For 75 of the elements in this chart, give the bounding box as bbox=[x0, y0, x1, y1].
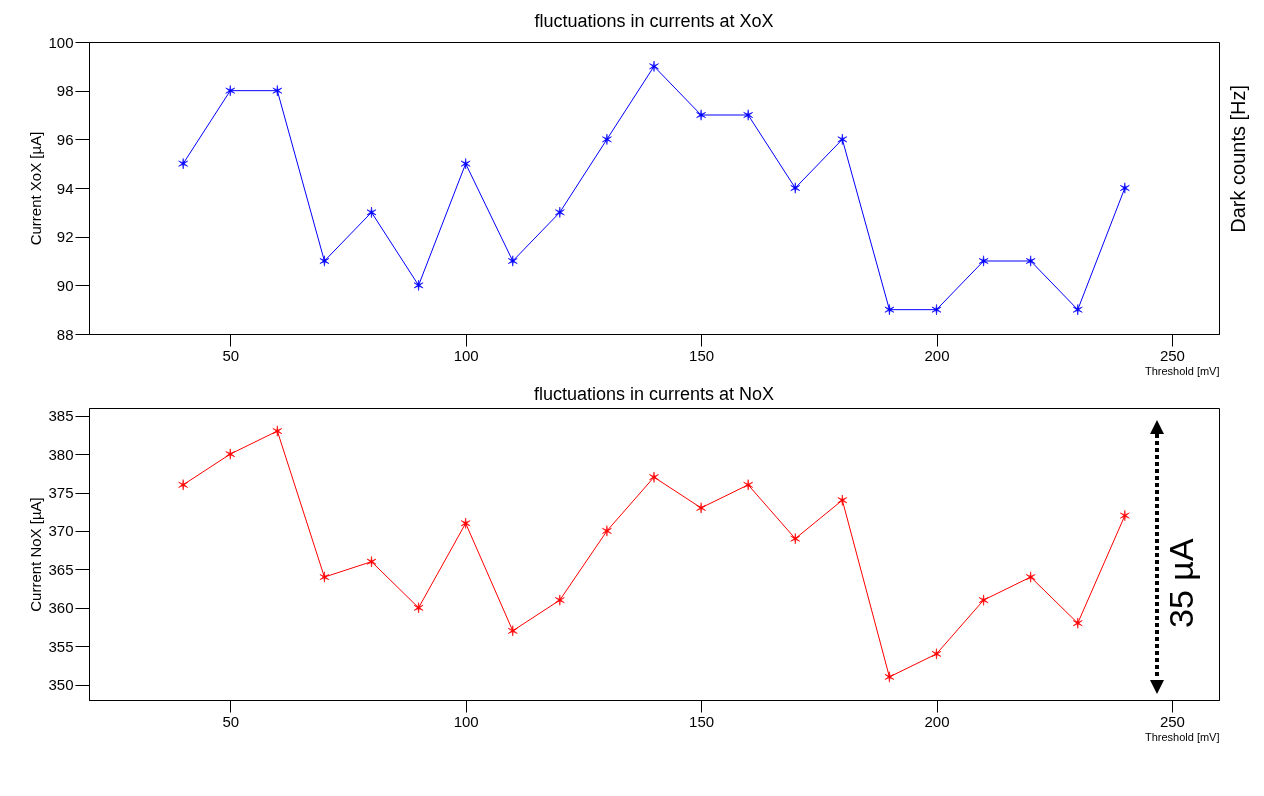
y-tick-label: 355 bbox=[48, 637, 74, 655]
point bbox=[319, 571, 330, 583]
chart-title: fluctuations in currents at NoX bbox=[533, 384, 775, 404]
y-tick-label: 94 bbox=[56, 179, 74, 197]
y-tick-label: 92 bbox=[56, 228, 74, 246]
point bbox=[696, 502, 706, 514]
point bbox=[178, 479, 189, 491]
y-tick-label: 375 bbox=[48, 484, 74, 502]
point bbox=[978, 255, 989, 267]
point bbox=[743, 109, 754, 121]
point bbox=[460, 517, 471, 529]
point bbox=[790, 533, 801, 545]
point bbox=[460, 158, 471, 170]
point bbox=[413, 279, 424, 291]
point bbox=[884, 671, 895, 683]
y-tick-label: 96 bbox=[56, 130, 74, 148]
point bbox=[790, 182, 801, 194]
y2-axis-title: Dark counts [Hz] bbox=[1227, 84, 1249, 233]
y-tick-label: 380 bbox=[48, 445, 74, 463]
x-tick-label: 250 bbox=[1159, 712, 1185, 730]
point bbox=[366, 556, 377, 568]
point bbox=[507, 255, 518, 267]
point bbox=[1119, 510, 1130, 522]
point bbox=[225, 448, 236, 460]
y-tick-label: 370 bbox=[48, 522, 74, 540]
point bbox=[649, 471, 659, 483]
point bbox=[978, 594, 989, 606]
point bbox=[649, 60, 659, 72]
y-tick-label: 385 bbox=[48, 407, 74, 425]
y-tick-label: 100 bbox=[48, 33, 74, 51]
x-tick-label: 150 bbox=[689, 712, 715, 730]
point bbox=[1025, 571, 1036, 583]
chart-title: fluctuations in currents at XoX bbox=[534, 11, 774, 31]
x-tick-label: 250 bbox=[1159, 346, 1185, 364]
y-tick-label: 90 bbox=[56, 276, 74, 294]
x-axis-title: Threshold [mV] bbox=[1144, 730, 1220, 743]
x-tick-label: 150 bbox=[689, 346, 715, 364]
y-axis-title: Current XoX [µA] bbox=[27, 131, 45, 246]
point bbox=[602, 133, 612, 145]
point bbox=[1119, 182, 1130, 194]
point bbox=[554, 594, 565, 606]
point bbox=[366, 206, 377, 218]
point bbox=[272, 85, 283, 97]
x-tick-label: 100 bbox=[453, 712, 479, 730]
y-axis-title: Current NoX [µA] bbox=[27, 497, 45, 612]
point bbox=[884, 304, 895, 316]
y-tick-label: 360 bbox=[48, 599, 74, 617]
x-tick-label: 200 bbox=[924, 712, 950, 730]
point bbox=[743, 479, 754, 491]
point bbox=[602, 525, 612, 537]
point bbox=[837, 494, 848, 506]
point bbox=[1072, 304, 1083, 316]
x-tick-label: 200 bbox=[924, 346, 950, 364]
point bbox=[319, 255, 330, 267]
y-tick-label: 350 bbox=[48, 676, 74, 694]
y-tick-label: 365 bbox=[48, 560, 74, 578]
annotation: 35 µA bbox=[1162, 538, 1200, 628]
y-tick-label: 88 bbox=[56, 325, 74, 343]
point bbox=[507, 625, 518, 637]
point bbox=[1072, 617, 1083, 629]
x-tick-label: 50 bbox=[222, 346, 240, 364]
y-tick-label: 98 bbox=[56, 82, 74, 100]
point bbox=[178, 158, 189, 170]
point bbox=[225, 85, 236, 97]
point bbox=[272, 425, 283, 437]
point bbox=[554, 206, 565, 218]
point bbox=[837, 133, 848, 145]
x-axis-title: Threshold [mV] bbox=[1144, 364, 1220, 377]
x-tick-label: 50 bbox=[222, 712, 240, 730]
point bbox=[1025, 255, 1036, 267]
x-tick-label: 100 bbox=[453, 346, 479, 364]
point bbox=[931, 304, 942, 316]
point bbox=[931, 648, 942, 660]
point bbox=[696, 109, 706, 121]
point bbox=[413, 602, 424, 614]
